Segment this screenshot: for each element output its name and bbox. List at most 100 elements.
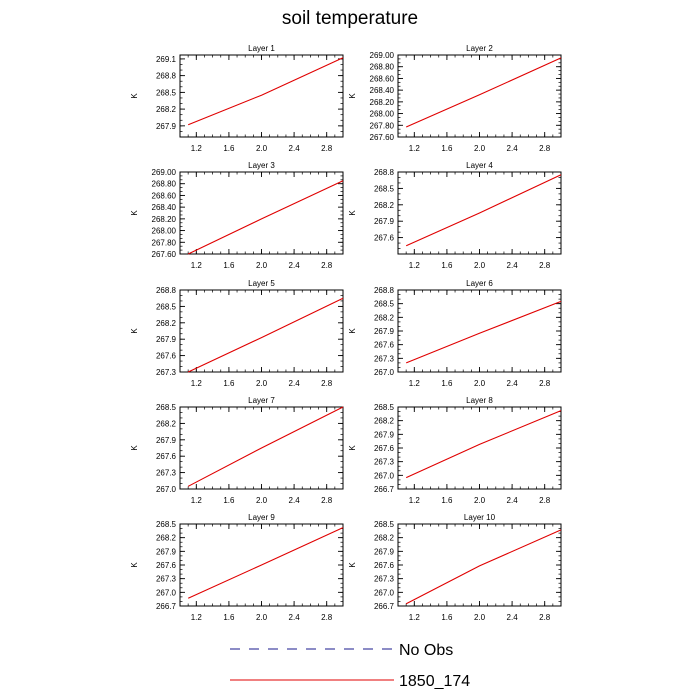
x-tick-label: 2.8: [321, 261, 333, 270]
x-tick-label: 1.2: [409, 261, 421, 270]
x-tick-label: 1.6: [441, 496, 453, 505]
x-tick-label: 2.0: [474, 379, 486, 388]
series-line: [187, 57, 344, 126]
x-tick-label: 1.2: [191, 613, 203, 622]
panel-title: Layer 4: [466, 161, 493, 170]
x-tick-label: 1.2: [191, 261, 203, 270]
y-tick-label: 266.7: [374, 485, 395, 494]
x-tick-label: 1.2: [409, 613, 421, 622]
x-tick-label: 2.8: [539, 379, 551, 388]
y-tick-label: 268.5: [374, 184, 395, 193]
y-tick-label: 267.9: [374, 327, 395, 336]
x-tick-label: 2.0: [474, 613, 486, 622]
chart-panel-5: Layer 5 K 1.2 1.6 2.0 2.4 2.8 267.3 267.6 267.9 26…: [130, 279, 344, 388]
x-tick-label: 2.0: [474, 261, 486, 270]
x-tick-label: 2.8: [539, 144, 551, 153]
y-tick-label: 268.2: [156, 319, 177, 328]
y-tick-label: 267.6: [374, 561, 395, 570]
y-tick-label: 267.0: [374, 588, 395, 597]
x-tick-label: 1.6: [223, 613, 235, 622]
y-tick-label: 268.2: [374, 417, 395, 426]
panel-title: Layer 1: [248, 44, 275, 53]
y-tick-label: 268.5: [156, 88, 177, 97]
y-tick-label: 269.00: [152, 168, 177, 177]
y-axis-label: K: [348, 93, 357, 99]
x-tick-label: 1.6: [441, 144, 453, 153]
page-title: soil temperature: [281, 8, 419, 29]
y-tick-label: 268.00: [152, 227, 177, 236]
x-tick-label: 2.4: [507, 613, 519, 622]
panel-title: Layer 8: [466, 396, 493, 405]
panel-title: Layer 5: [248, 279, 275, 288]
y-tick-label: 268.2: [156, 534, 177, 543]
x-tick-label: 2.8: [321, 379, 333, 388]
x-tick-label: 2.0: [256, 613, 268, 622]
y-tick-label: 268.5: [374, 300, 395, 309]
x-tick-label: 2.0: [474, 144, 486, 153]
y-tick-label: 267.3: [156, 368, 177, 377]
x-tick-label: 1.2: [191, 496, 203, 505]
y-tick-label: 266.7: [156, 602, 177, 611]
y-axis-label: K: [348, 210, 357, 216]
x-tick-label: 1.2: [409, 496, 421, 505]
y-tick-label: 268.60: [370, 74, 395, 83]
series-line: [187, 527, 344, 599]
series-line: [405, 57, 562, 128]
x-tick-label: 1.6: [223, 261, 235, 270]
series-line: [187, 406, 344, 487]
chart-panel-7: Layer 7 K 1.2 1.6 2.0 2.4 2.8 267.0 267.3 267.6 26…: [130, 396, 344, 505]
x-tick-label: 2.8: [539, 613, 551, 622]
x-tick-label: 2.8: [539, 496, 551, 505]
series-line: [187, 297, 344, 373]
y-tick-label: 268.5: [374, 403, 395, 412]
x-tick-label: 2.0: [474, 496, 486, 505]
x-tick-label: 1.6: [441, 261, 453, 270]
y-tick-label: 267.9: [156, 335, 177, 344]
panel-title: Layer 9: [248, 513, 275, 522]
x-tick-label: 2.4: [507, 496, 519, 505]
x-tick-label: 1.6: [441, 379, 453, 388]
y-tick-label: 267.60: [152, 250, 177, 259]
x-tick-label: 2.0: [256, 144, 268, 153]
x-tick-label: 2.0: [256, 379, 268, 388]
y-tick-label: 268.5: [156, 520, 177, 529]
legend-label: 1850_174: [399, 673, 470, 690]
x-tick-label: 1.6: [441, 613, 453, 622]
y-tick-label: 267.3: [374, 458, 395, 467]
y-axis-label: K: [348, 445, 357, 451]
x-tick-label: 1.2: [191, 379, 203, 388]
x-tick-label: 2.4: [289, 613, 301, 622]
y-tick-label: 268.8: [156, 72, 177, 81]
y-tick-label: 268.8: [374, 286, 395, 295]
x-tick-label: 2.8: [321, 496, 333, 505]
x-tick-label: 2.4: [507, 144, 519, 153]
chart-panel-8: Layer 8 K 1.2 1.6 2.0 2.4 2.8 266.7 267.0 267.3 26…: [348, 396, 562, 505]
y-tick-label: 267.80: [152, 238, 177, 247]
x-tick-label: 1.6: [223, 379, 235, 388]
series-line: [405, 300, 562, 364]
x-tick-label: 2.4: [289, 496, 301, 505]
y-tick-label: 267.9: [374, 430, 395, 439]
legend-entry: No Obs: [230, 642, 453, 659]
series-line: [405, 410, 562, 479]
y-tick-label: 266.7: [374, 602, 395, 611]
x-tick-label: 1.2: [409, 379, 421, 388]
y-tick-label: 268.5: [156, 302, 177, 311]
chart-panel-9: Layer 9 K 1.2 1.6 2.0 2.4 2.8 266.7 267.0 267.3 26…: [130, 513, 344, 622]
y-tick-label: 269.00: [370, 51, 395, 60]
y-tick-label: 268.80: [370, 63, 395, 72]
x-tick-label: 2.8: [321, 613, 333, 622]
chart-panel-2: Layer 2 K 1.2 1.6 2.0 2.4 2.8 267.60 267.80 268.0…: [348, 44, 562, 153]
y-axis-label: K: [130, 93, 139, 99]
chart-panel-1: Layer 1 K 1.2 1.6 2.0 2.4 2.8 267.9 268.2 268.5 26…: [130, 44, 344, 153]
y-tick-label: 268.00: [370, 110, 395, 119]
x-tick-label: 1.2: [409, 144, 421, 153]
y-tick-label: 268.2: [374, 534, 395, 543]
y-tick-label: 267.6: [374, 234, 395, 243]
y-tick-label: 268.5: [374, 520, 395, 529]
y-tick-label: 267.6: [374, 444, 395, 453]
y-tick-label: 267.3: [374, 575, 395, 584]
x-tick-label: 2.8: [539, 261, 551, 270]
y-tick-label: 267.3: [374, 354, 395, 363]
